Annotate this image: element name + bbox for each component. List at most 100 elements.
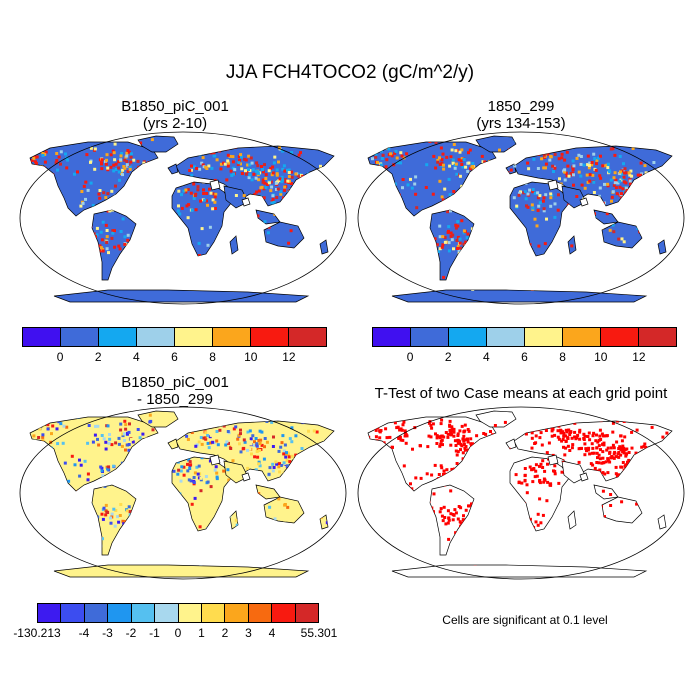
grid-cell: [232, 172, 236, 176]
grid-cell: [293, 516, 297, 520]
grid-cell: [603, 472, 607, 476]
grid-cell: [204, 437, 208, 441]
grid-cell: [117, 160, 121, 164]
grid-cell: [471, 162, 475, 165]
grid-cell: [590, 161, 594, 164]
grid-cell: [193, 471, 197, 475]
grid-cell: [128, 479, 132, 483]
grid-cell: [533, 475, 537, 479]
grid-cell: [495, 228, 498, 232]
grid-cell: [643, 164, 647, 168]
grid-cell: [57, 155, 61, 159]
grid-cell: [566, 444, 570, 448]
grid-cell: [620, 200, 624, 204]
grid-cell: [376, 161, 379, 164]
grid-cell: [390, 154, 394, 158]
grid-cell: [438, 510, 442, 514]
grid-cell: [539, 431, 543, 435]
grid-cell: [114, 162, 118, 166]
grid-cell: [487, 210, 491, 214]
lake: [241, 197, 251, 207]
grid-cell: [106, 168, 110, 172]
grid-cell: [101, 220, 105, 224]
grid-cell: [285, 459, 289, 463]
panel-3-title-line1: B1850_piC_001: [121, 374, 229, 391]
grid-cell: [434, 140, 438, 144]
grid-cell: [134, 240, 138, 244]
grid-cell: [465, 472, 469, 476]
grid-cell: [577, 170, 581, 174]
grid-cell: [590, 224, 594, 228]
grid-cell: [70, 454, 74, 458]
grid-cell: [528, 556, 532, 560]
grid-cell: [410, 487, 414, 491]
grid-cell: [665, 463, 669, 466]
grid-cell: [532, 157, 536, 161]
grid-cell: [121, 466, 125, 470]
grid-cell: [299, 453, 303, 457]
grid-cell: [596, 477, 600, 481]
grid-cell: [50, 190, 53, 194]
grid-cell: [645, 461, 649, 465]
grid-cell: [96, 437, 99, 441]
grid-cell: [556, 429, 560, 433]
grid-cell: [247, 440, 251, 443]
grid-cell: [121, 480, 125, 484]
colorbar-cell: [411, 328, 449, 346]
colorbar-cell: [248, 604, 273, 622]
land-region: [91, 484, 137, 556]
grid-cell: [456, 469, 460, 473]
grid-cell: [371, 421, 375, 425]
grid-cell: [673, 238, 676, 241]
grid-cell: [201, 156, 205, 160]
grid-cell: [514, 503, 518, 507]
grid-cell: [587, 446, 591, 450]
grid-cell: [30, 158, 34, 162]
grid-cell: [589, 265, 592, 269]
grid-cell: [577, 447, 581, 451]
grid-cell: [261, 168, 264, 172]
grid-cell: [204, 475, 208, 478]
grid-cell: [464, 542, 467, 545]
grid-cell: [197, 464, 201, 468]
grid-cell: [447, 177, 451, 181]
grid-cell: [487, 504, 491, 508]
grid-cell: [121, 434, 125, 438]
grid-cell: [650, 174, 654, 178]
grid-cell: [131, 557, 135, 561]
grid-cell: [610, 455, 614, 458]
grid-cell: [69, 252, 73, 256]
grid-cell: [497, 472, 501, 476]
grid-cell: [209, 485, 213, 489]
grid-cell: [664, 277, 668, 281]
grid-cell: [228, 530, 232, 534]
grid-cell: [415, 517, 419, 521]
grid-cell: [385, 436, 389, 440]
grid-cell: [103, 204, 107, 208]
grid-cell: [484, 432, 488, 436]
grid-cell: [258, 449, 262, 452]
grid-cell: [414, 192, 418, 196]
grid-cell: [98, 196, 102, 200]
grid-cell: [236, 437, 240, 441]
grid-cell: [38, 501, 41, 505]
grid-cell: [636, 463, 640, 467]
grid-cell: [235, 523, 239, 527]
grid-cell: [138, 195, 142, 199]
grid-cell: [222, 469, 226, 473]
grid-cell: [155, 195, 159, 199]
grid-cell: [101, 249, 105, 253]
grid-cell: [133, 272, 137, 276]
map-frame: [357, 131, 685, 305]
grid-cell: [440, 245, 444, 249]
panel-2-title: 1850_299 (yrs 134-153): [358, 98, 684, 132]
grid-cell: [124, 483, 128, 486]
grid-cell: [475, 197, 479, 201]
grid-cell: [98, 189, 102, 192]
grid-cell: [440, 466, 444, 470]
grid-cell: [238, 158, 241, 162]
grid-cell: [277, 465, 281, 469]
grid-cell: [440, 195, 444, 199]
grid-cell: [573, 421, 577, 425]
grid-cell: [622, 162, 625, 166]
